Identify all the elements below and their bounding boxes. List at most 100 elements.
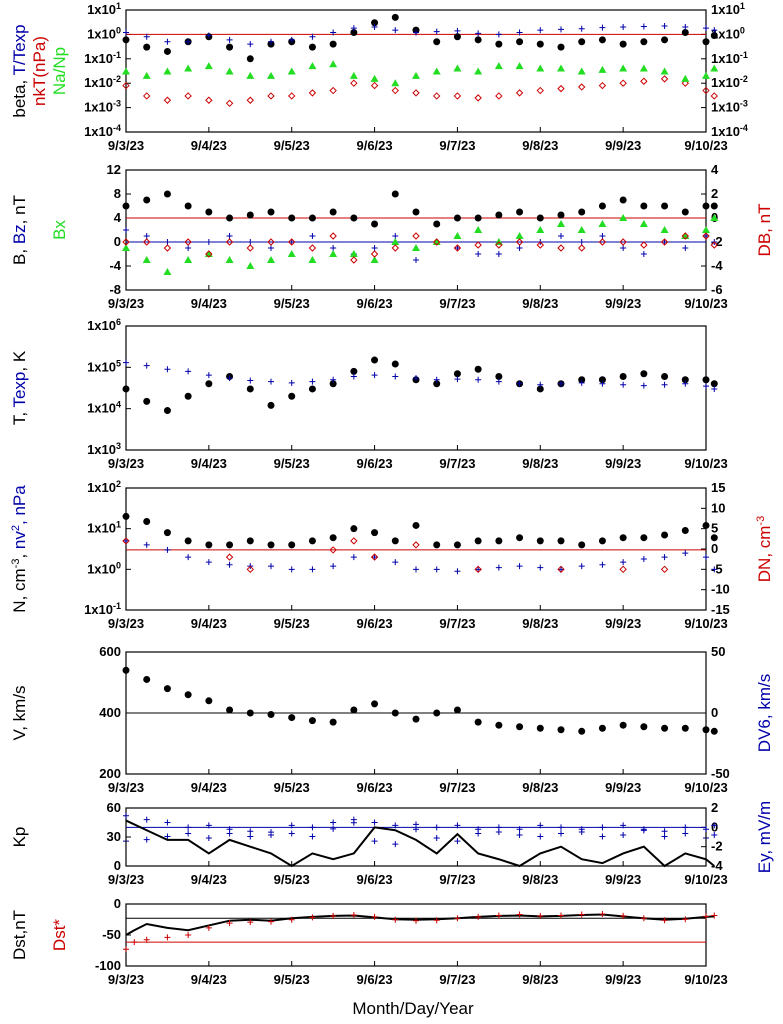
x-tick-label: 9/10/23 [684, 872, 727, 887]
data-point [474, 214, 482, 222]
data-point [515, 62, 524, 70]
data-point [288, 214, 296, 222]
data-point [184, 537, 192, 545]
data-point [288, 714, 296, 722]
data-point [702, 376, 710, 384]
data-point [392, 841, 399, 848]
data-point [164, 819, 171, 826]
data-point [599, 911, 606, 918]
data-point [349, 71, 358, 79]
data-point [350, 79, 358, 87]
data-point [454, 568, 461, 575]
data-point [661, 23, 668, 30]
data-point [288, 541, 296, 549]
y2-tick-label: 0 [711, 705, 718, 720]
data-point [412, 541, 420, 549]
data-point [710, 32, 718, 40]
data-point [598, 202, 606, 210]
data-point [413, 917, 419, 924]
panel-velocity: 200 400 600 -50 0 50 9/3/23 9/4/23 9/5/23 9/6/23 9… [10, 644, 774, 848]
panel-beta-ratios: 1x10-4 1x10-3 1x10-2 1x10-1 1x100 1x101 1x10-4… [10, 1, 748, 153]
data-point [412, 715, 420, 723]
data-point [246, 244, 254, 252]
x-tick-label: 9/10/23 [684, 456, 727, 471]
data-point [329, 534, 337, 542]
data-point [536, 241, 544, 249]
data-point [267, 92, 275, 100]
data-point [578, 25, 585, 32]
data-point [205, 697, 213, 705]
data-point [557, 211, 565, 219]
data-point [578, 563, 585, 570]
data-point [371, 529, 379, 537]
y-tick-label: 1x101 [87, 520, 121, 536]
data-point [619, 214, 628, 221]
x-tick-label: 9/8/23 [522, 872, 558, 887]
data-point [702, 226, 710, 233]
y-tick-label: -50 [102, 927, 121, 942]
data-point [412, 232, 420, 240]
data-point [494, 62, 503, 70]
data-point [453, 541, 461, 549]
data-point [710, 380, 718, 388]
data-point [349, 250, 358, 257]
data-point [309, 833, 316, 840]
data-point [370, 250, 379, 258]
data-point [350, 25, 357, 32]
data-point [267, 256, 275, 263]
y-tick-label: 0 [114, 896, 121, 911]
data-point [433, 541, 441, 549]
y-tick-label: 12 [107, 162, 121, 177]
data-point [599, 380, 606, 387]
data-point [661, 833, 668, 840]
data-point [682, 916, 689, 923]
x-tick-label: 9/4/23 [191, 780, 227, 795]
data-point [619, 534, 627, 542]
data-point [432, 67, 441, 75]
data-point [205, 541, 213, 549]
data-point [703, 233, 709, 239]
x-tick-label: 9/7/23 [439, 972, 475, 987]
data-point [246, 565, 254, 574]
data-point [142, 256, 151, 263]
frame [125, 169, 707, 291]
data-point [578, 38, 586, 46]
data-point [661, 828, 668, 835]
panel-temperature: 1x103 1x104 1x105 1x106 9/3/23 9/4/23 9/5/23 9/… [10, 317, 728, 471]
x-tick-label: 9/3/23 [108, 456, 144, 471]
data-point [131, 939, 138, 946]
y-tick-label: 0 [114, 858, 121, 873]
data-point [329, 40, 337, 48]
data-point [495, 721, 503, 729]
data-point [288, 392, 296, 400]
x-tick-label: 9/4/23 [191, 972, 227, 987]
data-point [143, 43, 151, 51]
data-point [371, 838, 378, 845]
axis-label: B, Bz, nT [10, 195, 29, 265]
data-point [661, 531, 669, 539]
data-point [268, 918, 274, 925]
x-tick-label: 9/5/23 [274, 972, 310, 987]
data-point [329, 718, 337, 726]
data-point [329, 380, 337, 388]
data-point [640, 251, 647, 257]
data-point [184, 238, 192, 246]
data-point [391, 360, 399, 368]
data-point [475, 913, 482, 920]
data-point [205, 372, 212, 379]
data-point [495, 251, 502, 257]
data-point [123, 812, 129, 819]
y-tick-label: -4 [109, 258, 121, 273]
data-point [391, 709, 399, 717]
data-point [619, 238, 627, 246]
y2-tick-label: -15 [711, 602, 730, 617]
data-point [578, 376, 586, 384]
x-tick-label: 9/6/23 [356, 456, 392, 471]
data-point [557, 43, 565, 51]
data-point [163, 244, 172, 252]
axis-label: Dst,nT [10, 910, 29, 960]
data-point [371, 372, 378, 379]
data-point [184, 691, 192, 699]
data-point [225, 256, 234, 263]
data-point [185, 932, 192, 938]
